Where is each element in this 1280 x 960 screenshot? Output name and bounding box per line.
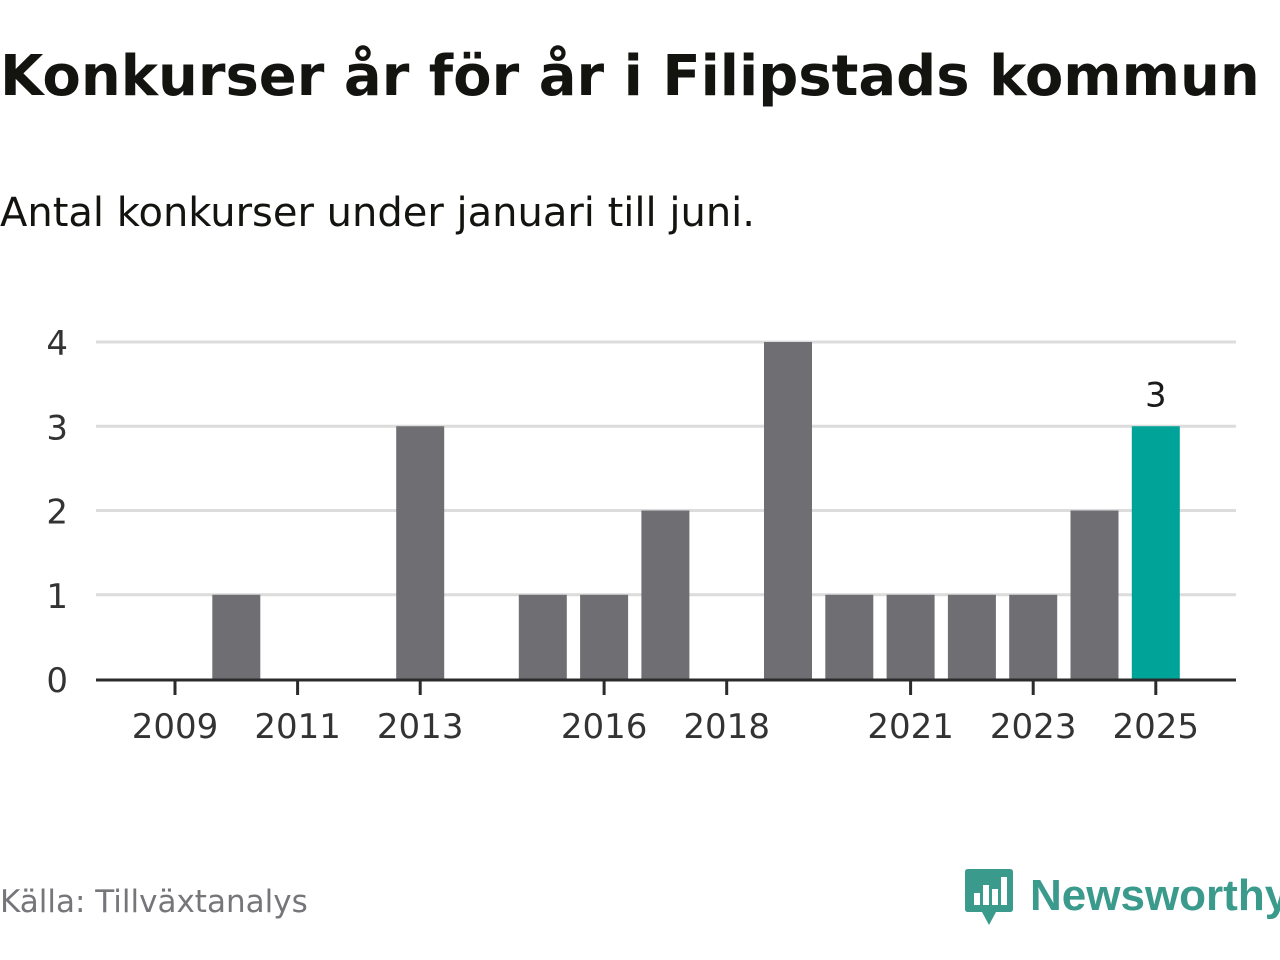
- bar: [212, 594, 261, 679]
- bar-highlight: [1131, 426, 1180, 679]
- x-tick-label: 2021: [867, 707, 954, 747]
- y-tick-label: 0: [46, 661, 68, 701]
- x-tick-label: 2018: [683, 707, 770, 747]
- x-tick-label: 2009: [132, 707, 219, 747]
- bar: [1009, 594, 1058, 679]
- bar: [825, 594, 874, 679]
- bar: [947, 594, 996, 679]
- source-note: Källa: Tillväxtanalys: [0, 884, 308, 920]
- x-tick-label: 2023: [990, 707, 1077, 747]
- newsworthy-logo-icon: [965, 869, 1013, 925]
- x-tick-label: 2016: [561, 707, 648, 747]
- brand-name: Newsworthy: [1030, 871, 1280, 920]
- chart-title: Konkurser år för år i Filipstads kommun: [0, 44, 1260, 109]
- bar: [518, 594, 567, 679]
- x-tick-label: 2013: [377, 707, 464, 747]
- bar: [764, 342, 812, 679]
- x-tick-label: 2011: [254, 707, 341, 747]
- y-tick-label: 4: [46, 324, 68, 364]
- bar: [396, 426, 445, 679]
- y-tick-label: 3: [46, 408, 68, 448]
- newsworthy-logo: Newsworthy: [964, 864, 1280, 928]
- bar: [886, 594, 935, 679]
- bar: [580, 594, 629, 679]
- bar: [641, 510, 690, 679]
- data-label: 3: [1145, 375, 1167, 415]
- y-tick-label: 1: [46, 577, 68, 617]
- x-tick-label: 2025: [1113, 707, 1200, 747]
- chart-subtitle: Antal konkurser under januari till juni.: [0, 190, 755, 236]
- y-tick-label: 2: [46, 493, 68, 533]
- bar: [1070, 510, 1119, 679]
